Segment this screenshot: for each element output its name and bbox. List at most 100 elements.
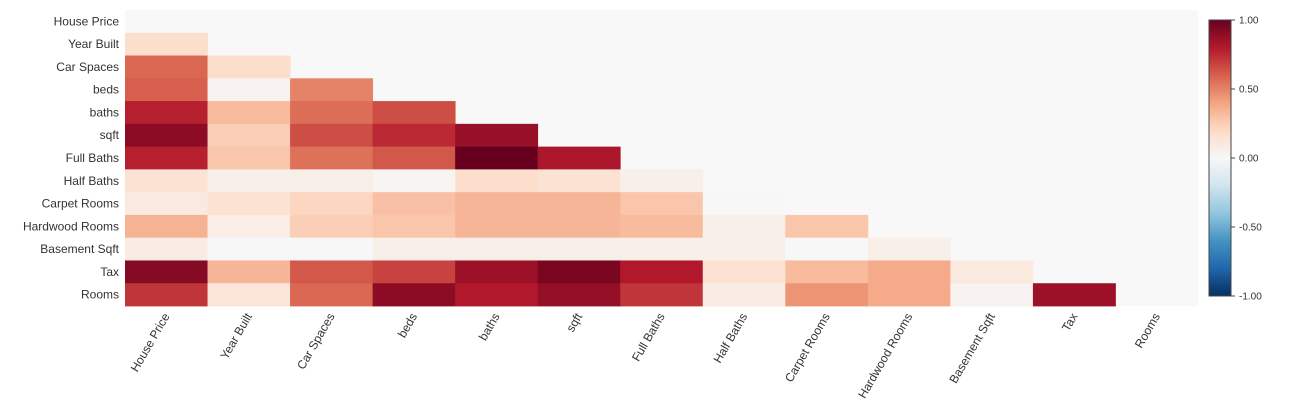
heatmap-cell: [290, 78, 374, 102]
x-tick-label: Full Baths: [629, 311, 668, 364]
heatmap-cell: [125, 55, 208, 79]
heatmap-cell: [125, 214, 208, 239]
y-tick-label: Carpet Rooms: [42, 197, 119, 211]
x-tick-label: beds: [395, 311, 420, 341]
colorbar-tick-label: -0.50: [1239, 223, 1262, 234]
heatmap-cell: [125, 123, 208, 148]
heatmap-cell: [290, 146, 374, 170]
heatmap-cell: [620, 169, 704, 193]
heatmap-cell: [372, 101, 456, 125]
heatmap-cell: [455, 192, 539, 216]
x-tick-label: Hardwood Rooms: [855, 311, 915, 401]
heatmap-cell: [785, 237, 869, 261]
heatmap-cell: [620, 192, 704, 216]
heatmap-cell: [207, 123, 291, 148]
y-tick-label: Tax: [100, 265, 119, 279]
heatmap-cell: [537, 260, 621, 284]
heatmap-cell: [372, 192, 456, 216]
heatmap-cell: [455, 123, 539, 148]
y-tick-label: Basement Sqft: [40, 242, 119, 256]
heatmap-cell: [207, 214, 291, 239]
y-tick-label: baths: [90, 105, 119, 119]
y-tick-label: House Price: [54, 14, 120, 28]
heatmap-cell: [950, 260, 1034, 284]
x-tick-label: Basement Sqft: [946, 310, 998, 386]
x-tick-label: Car Spaces: [294, 311, 337, 372]
y-tick-label: beds: [93, 83, 119, 97]
x-tick-label: House Price: [128, 310, 173, 374]
heatmap-cell: [290, 260, 374, 284]
heatmap-cell: [537, 146, 621, 170]
heatmap-cell: [290, 101, 374, 125]
heatmap-cell: [455, 146, 539, 170]
heatmap-cell: [207, 101, 291, 125]
heatmap-cell: [785, 214, 869, 239]
x-tick-label: Rooms: [1132, 311, 1163, 351]
colorbar-ticks: 1.00 0.50 0.00 -0.50 -1.00: [1231, 16, 1262, 303]
heatmap-cell: [537, 214, 621, 239]
x-tick-label: Year Built: [217, 310, 255, 362]
heatmap-cell: [537, 237, 621, 261]
heatmap-cell: [125, 78, 208, 102]
heatmap-cell: [455, 260, 539, 284]
colorbar-tick-label: 0.50: [1239, 85, 1259, 96]
heatmap-cell: [125, 260, 208, 284]
x-tick-label: baths: [476, 311, 503, 343]
colorbar-tick-label: -1.00: [1239, 292, 1262, 303]
heatmap-cell: [867, 260, 951, 284]
colorbar-tick-label: 0.00: [1239, 154, 1259, 165]
heatmap-cell: [290, 237, 374, 261]
x-tick-label: Half Baths: [710, 311, 750, 366]
heatmap-cell: [455, 214, 539, 239]
heatmap-cell: [537, 283, 621, 307]
x-axis-labels: House Price Year Built Car Spaces beds baths…: [128, 310, 1163, 401]
heatmap-cell: [290, 214, 374, 239]
y-tick-label: Half Baths: [64, 174, 119, 188]
heatmap-cell: [125, 192, 208, 216]
heatmap-cell: [125, 237, 208, 261]
heatmap-cell: [867, 283, 951, 307]
y-tick-label: Rooms: [81, 288, 119, 302]
heatmap-cell: [537, 169, 621, 193]
heatmap-cell: [125, 32, 208, 56]
heatmap-cell: [290, 123, 374, 148]
heatmap-cell: [455, 169, 539, 193]
y-axis-labels: House Price Year Built Car Spaces beds baths…: [23, 14, 120, 301]
heatmap-cell: [620, 283, 704, 307]
heatmap-cell: [455, 237, 539, 261]
y-tick-label: Full Baths: [66, 151, 119, 165]
y-tick-label: Year Built: [68, 37, 120, 51]
heatmap-cell: [290, 192, 374, 216]
colorbar-gradient: [1208, 19, 1232, 297]
heatmap-cell: [702, 192, 786, 216]
heatmap-cell: [620, 260, 704, 284]
y-tick-label: Hardwood Rooms: [23, 219, 119, 233]
heatmap-cell: [207, 146, 291, 170]
heatmap-cell: [785, 283, 869, 307]
heatmap-cell: [702, 260, 786, 284]
heatmap-cell: [702, 237, 786, 261]
heatmap-cell: [207, 237, 291, 261]
heatmap-cell: [1032, 283, 1116, 307]
heatmap-cell: [207, 283, 291, 307]
heatmap-cell: [372, 146, 456, 170]
heatmap-cell: [455, 283, 539, 307]
heatmap-cell: [290, 283, 374, 307]
heatmap-cell: [702, 214, 786, 239]
heatmap-cell: [125, 101, 208, 125]
heatmap-cell: [702, 283, 786, 307]
heatmap-cell: [372, 283, 456, 307]
x-tick-label: sqft: [563, 310, 585, 334]
heatmap-cell: [372, 237, 456, 261]
heatmap-cell: [620, 237, 704, 261]
heatmap-cell: [537, 192, 621, 216]
x-tick-label: Carpet Rooms: [782, 311, 833, 385]
heatmap-cell: [125, 169, 208, 193]
heatmap-cell: [372, 214, 456, 239]
y-tick-label: Car Spaces: [56, 60, 119, 74]
heatmap-cell: [867, 237, 951, 261]
heatmap-cell: [620, 214, 704, 239]
heatmap-cell: [125, 283, 208, 307]
heatmap-cell: [950, 283, 1034, 307]
